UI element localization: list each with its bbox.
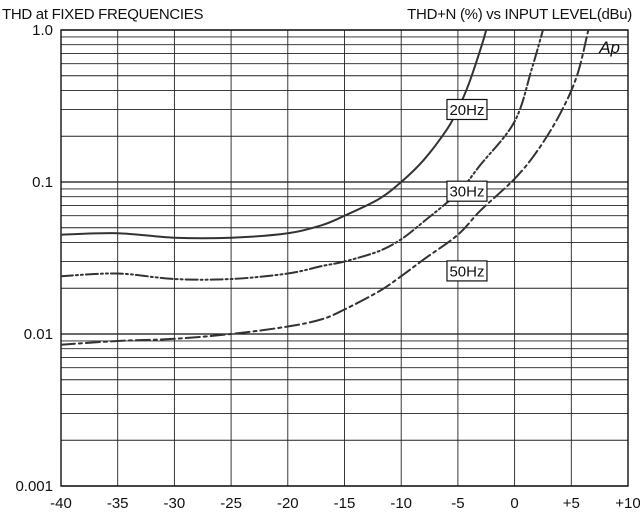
x-tick-label: 0 xyxy=(510,495,518,512)
y-tick-label: 0.1 xyxy=(32,174,53,191)
x-tick-label: -15 xyxy=(334,495,356,512)
annotation-box xyxy=(446,180,488,202)
ap-logo: Ap xyxy=(598,38,620,57)
annotation-label: 20Hz xyxy=(449,102,484,119)
annotation-label: 50Hz xyxy=(449,263,484,280)
y-tick-label: 0.01 xyxy=(24,326,53,343)
chart-subtitle: THD+N (%) vs INPUT LEVEL(dBu) xyxy=(407,6,632,23)
plot-frame xyxy=(60,29,629,487)
x-tick-label: -25 xyxy=(220,495,242,512)
annotation-box xyxy=(446,260,488,282)
y-tick-label: 1.0 xyxy=(32,22,53,39)
x-tick-label: -10 xyxy=(390,495,412,512)
series-line-30hz xyxy=(61,30,544,281)
x-tick-label: -35 xyxy=(107,495,129,512)
y-tick-label: 0.001 xyxy=(15,478,53,495)
x-tick-label: +10 xyxy=(615,495,640,512)
annotation-label: 30Hz xyxy=(449,184,484,201)
x-tick-label: -30 xyxy=(164,495,186,512)
x-tick-label: -40 xyxy=(50,495,72,512)
series-line-50hz xyxy=(61,30,590,346)
annotation-box xyxy=(446,98,488,121)
x-tick-label: -20 xyxy=(277,495,299,512)
x-tick-label: +5 xyxy=(563,495,580,512)
chart-title: THD at FIXED FREQUENCIES xyxy=(2,6,204,23)
series-line-20hz xyxy=(61,30,488,240)
x-tick-label: -5 xyxy=(451,495,464,512)
